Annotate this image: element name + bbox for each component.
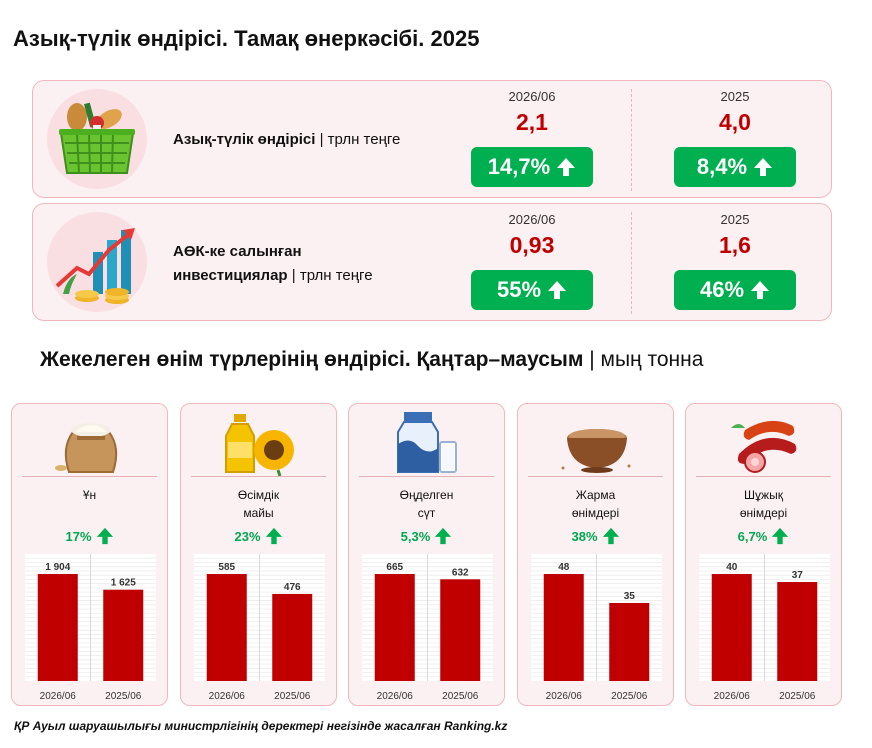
bar (37, 574, 78, 681)
kpi-value: 2,1 (516, 109, 548, 135)
data-label: 40 (726, 562, 738, 573)
arrow-up-icon (557, 158, 576, 176)
bar (272, 593, 313, 681)
kpi-period: 2026/06 (508, 89, 556, 104)
data-label: 665 (386, 562, 403, 573)
kpi-value: 4,0 (719, 109, 751, 135)
product-bar-chart: 1 904 2026/06 1 625 2025/06 (25, 554, 156, 702)
section-subtitle: Жекелеген өнім түрлерінің өндірісі. Қаңт… (40, 348, 704, 371)
category-label: 2025/06 (274, 691, 311, 702)
product-growth: 6,7% (686, 527, 841, 545)
card-separator (22, 476, 157, 477)
category-label: 2025/06 (611, 691, 648, 702)
product-name: Жарма өнімдері (571, 488, 620, 520)
growth-badge: 14,7% (471, 147, 593, 187)
growth-chart-icon (47, 212, 147, 312)
bar (777, 582, 818, 681)
growth-badge: 46% (674, 270, 796, 310)
category-label: 2026/06 (40, 691, 77, 702)
arrow-up-icon (435, 527, 452, 545)
kpi-value: 1,6 (719, 232, 751, 258)
data-label: 48 (558, 562, 570, 573)
bar (543, 574, 584, 681)
product-bar-chart: 585 2026/06 476 2025/06 (194, 554, 325, 702)
kpi-period: 2026/06 (508, 212, 556, 227)
bar (711, 574, 752, 681)
product-bar-chart: 48 2026/06 35 2025/06 (531, 554, 662, 702)
product-name: Өсімдік майы (237, 488, 280, 520)
arrow-up-icon (548, 281, 567, 299)
product-card: Өсімдік майы 23% 585 2026/06 476 2025/06 (180, 403, 337, 706)
arrow-up-icon (265, 527, 282, 545)
sausage-icon (731, 420, 797, 473)
card-separator (359, 476, 494, 477)
kpi-period: 2025 (720, 212, 750, 227)
kpi-period-col: 2025 4,0 8,4% (670, 81, 800, 199)
data-label: 35 (624, 591, 636, 602)
arrow-up-icon (96, 527, 113, 545)
flour-sack-icon (55, 423, 118, 473)
kpi-divider (631, 89, 632, 191)
product-card: Ұн 17% 1 904 2026/06 1 625 2025/06 (11, 403, 168, 706)
sunflower-oil-icon (225, 414, 294, 476)
data-label: 1 625 (111, 578, 136, 589)
source-footer: ҚР Ауыл шаруашылығы министрлігінің дерек… (14, 719, 508, 733)
data-label: 476 (284, 582, 301, 593)
card-separator (696, 476, 831, 477)
kpi-label: Азық-түлік өндірісі | трлн теңге (173, 131, 401, 148)
bar (206, 574, 247, 681)
kpi-value: 0,93 (509, 232, 555, 258)
bar (440, 579, 481, 681)
category-label: 2026/06 (714, 691, 751, 702)
product-name: Шұжық өнімдері (739, 488, 788, 520)
kpi-card-agro-investment: АӨК-ке салынған инвестициялар | трлн тең… (32, 203, 832, 321)
category-label: 2025/06 (105, 691, 142, 702)
kpi-period-col: 2025 1,6 46% (670, 204, 800, 322)
data-label: 37 (792, 570, 804, 581)
category-label: 2025/06 (779, 691, 816, 702)
product-card: Өңделген сүт 5,3% 665 2026/06 632 2025/06 (348, 403, 505, 706)
kpi-card-food-production: Азық-түлік өндірісі | трлн теңге 2026/06… (32, 80, 832, 198)
arrow-up-icon (602, 527, 619, 545)
arrow-up-icon (751, 281, 770, 299)
data-label: 585 (218, 562, 235, 573)
product-card: Шұжық өнімдері 6,7% 40 2026/06 37 2025/06 (685, 403, 842, 706)
category-label: 2026/06 (209, 691, 246, 702)
growth-badge: 55% (471, 270, 593, 310)
product-card: Жарма өнімдері 38% 48 2026/06 35 2025/06 (517, 403, 674, 706)
product-growth: 17% (12, 527, 167, 545)
milk-icon (397, 412, 457, 473)
category-label: 2026/06 (377, 691, 414, 702)
data-label: 632 (452, 567, 469, 578)
bar (103, 589, 144, 681)
grain-bowl-icon (561, 429, 631, 473)
bar (374, 574, 415, 681)
kpi-label: АӨК-ке салынған инвестициялар | трлн тең… (173, 243, 373, 284)
basket-icon (47, 89, 147, 189)
product-growth: 5,3% (349, 527, 504, 545)
card-separator (528, 476, 663, 477)
kpi-divider (631, 212, 632, 314)
data-label: 1 904 (45, 562, 70, 573)
bar (609, 602, 650, 681)
arrow-up-icon (772, 527, 789, 545)
arrow-up-icon (754, 158, 773, 176)
category-label: 2025/06 (442, 691, 479, 702)
page-title: Азық-түлік өндірісі. Тамақ өнеркәсібі. 2… (13, 26, 480, 51)
product-name: Өңделген сүт (399, 488, 454, 520)
category-label: 2026/06 (546, 691, 583, 702)
kpi-period: 2025 (720, 89, 750, 104)
product-growth: 38% (518, 527, 673, 545)
product-name: Ұн (82, 488, 97, 502)
kpi-period-col: 2026/06 0,93 55% (467, 204, 597, 322)
product-growth: 23% (181, 527, 336, 545)
product-bar-chart: 40 2026/06 37 2025/06 (699, 554, 830, 702)
kpi-period-col: 2026/06 2,1 14,7% (467, 81, 597, 199)
growth-badge: 8,4% (674, 147, 796, 187)
card-separator (191, 476, 326, 477)
product-bar-chart: 665 2026/06 632 2025/06 (362, 554, 493, 702)
